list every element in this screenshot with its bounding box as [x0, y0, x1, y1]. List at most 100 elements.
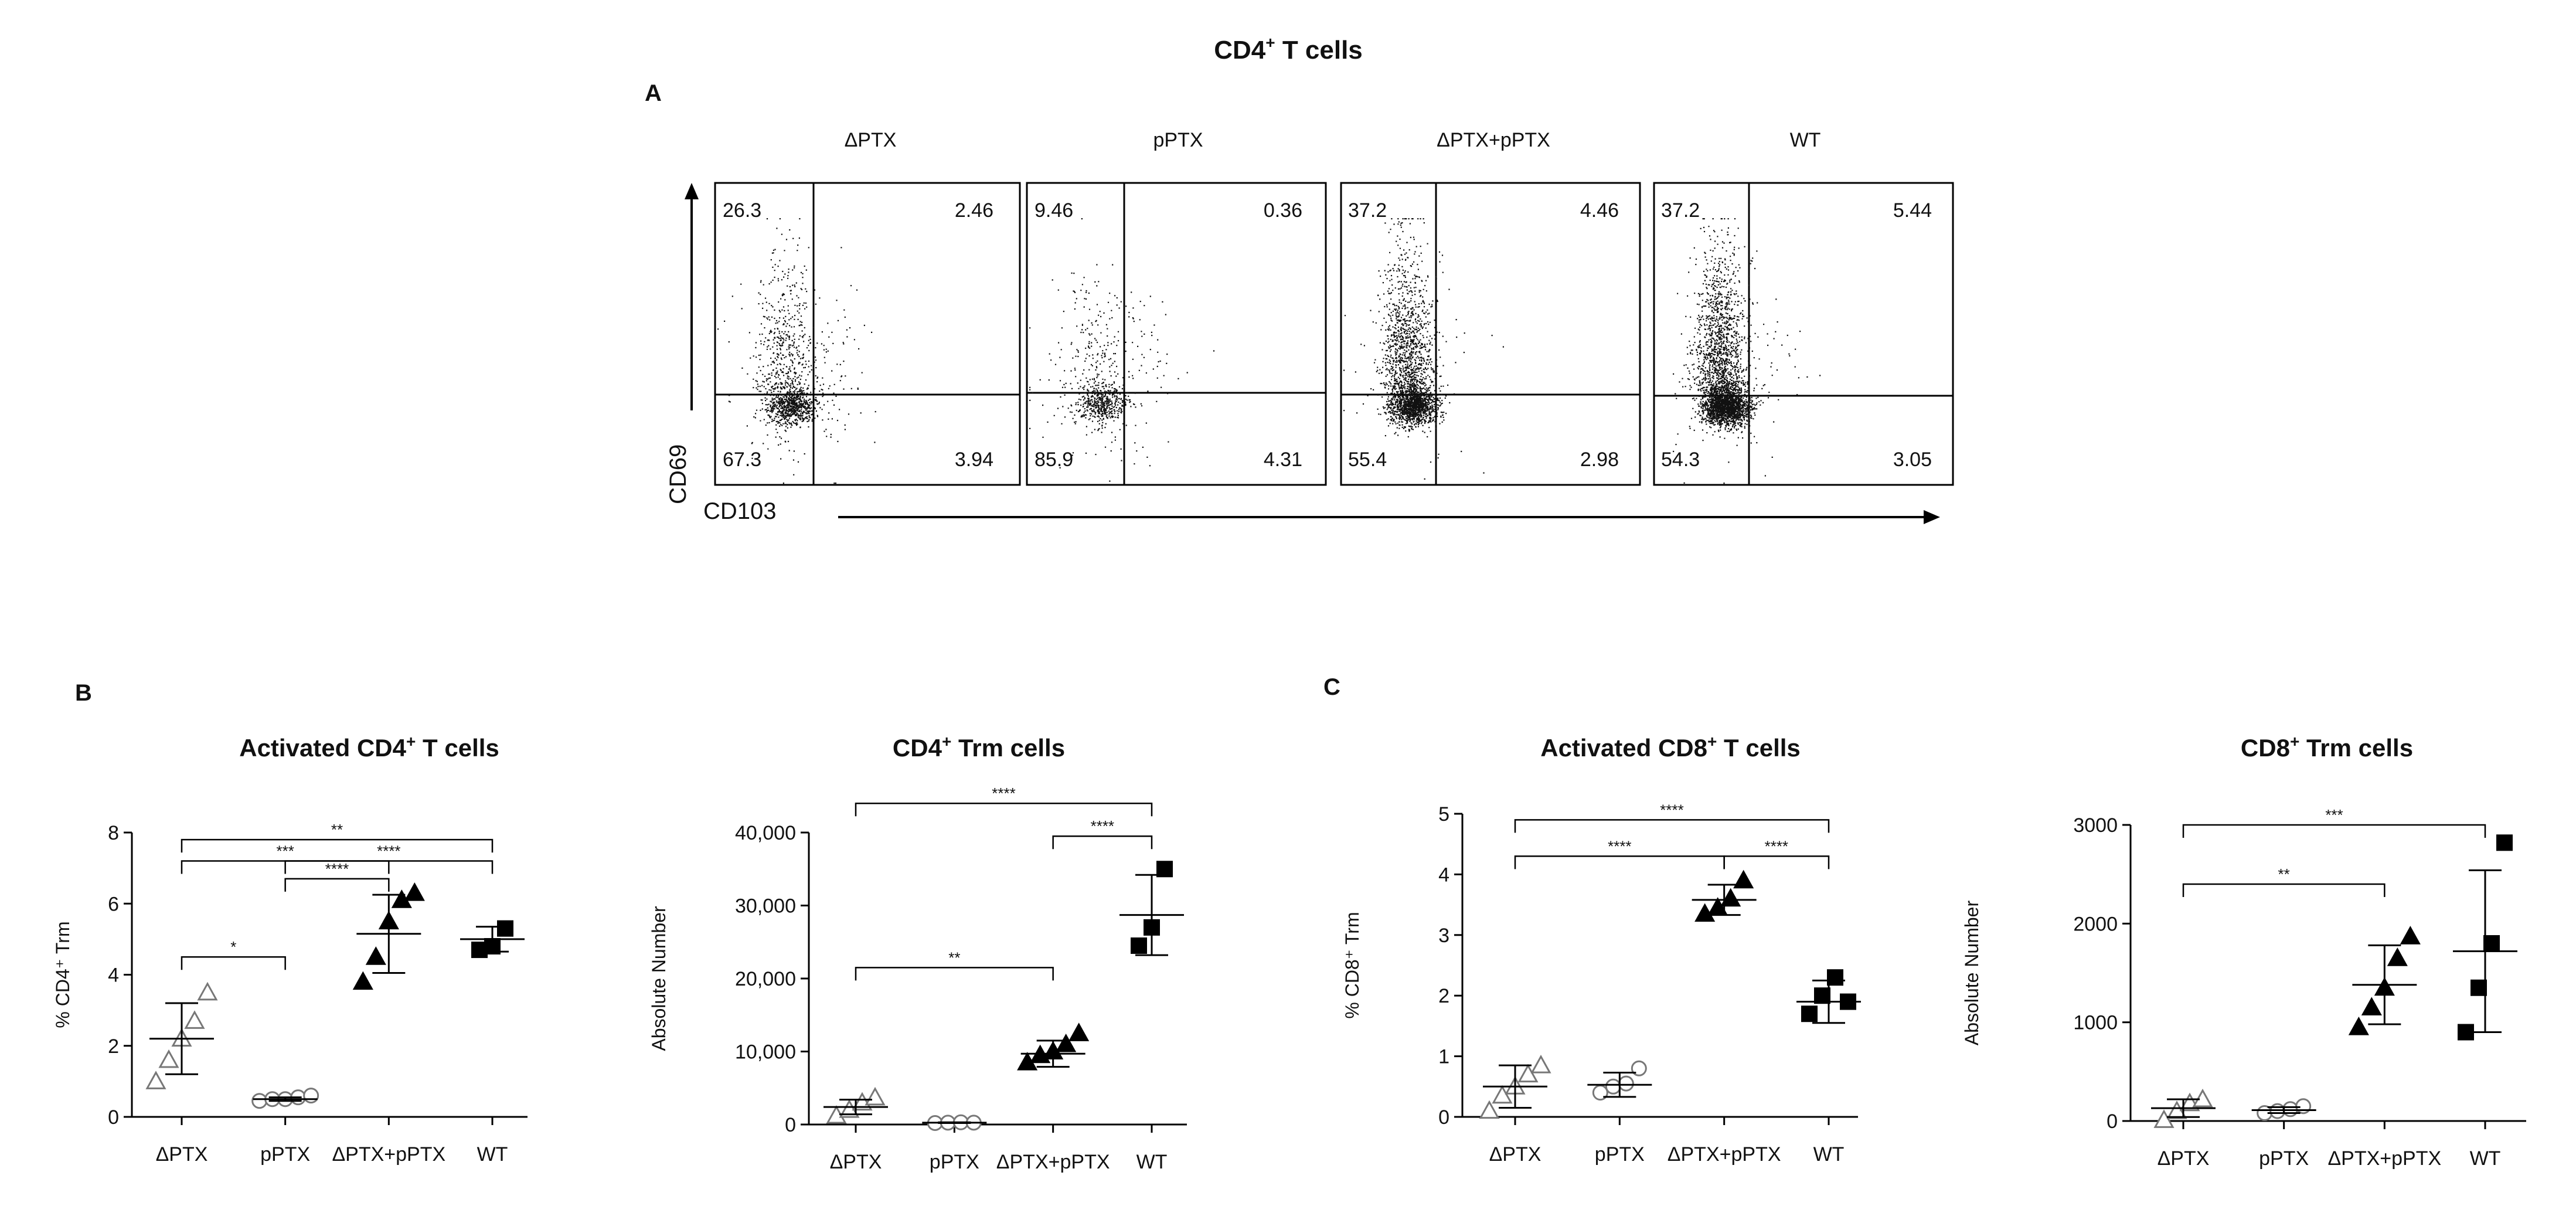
data-point-triangle: [1720, 888, 1741, 907]
quadrant-ul-value: 37.2: [1348, 199, 1387, 222]
data-group: [2251, 1098, 2316, 1122]
flow-plot-frame: [1653, 182, 1954, 486]
cd69-arrow-head: [685, 183, 699, 199]
data-point-square: [1131, 937, 1147, 954]
data-point-triangle: [2400, 926, 2421, 945]
data-point-triangle: [1068, 1022, 1090, 1041]
significance-label: ****: [1765, 837, 1788, 855]
flow-event-dots: [1029, 218, 1215, 482]
chart-title-sup: +: [942, 732, 951, 750]
data-point-triangle: [184, 1010, 205, 1029]
flow-panel-wt: WT 37.2 5.44 54.3 3.05: [1653, 129, 1954, 486]
quadrant-lr-value: 4.31: [1264, 449, 1302, 471]
data-group: [460, 920, 525, 959]
flow-events: [1029, 218, 1215, 482]
x-tick-label: WT: [1813, 1143, 1845, 1166]
flow-plot-frame: [714, 182, 1021, 486]
chart-title-rest: Trm cells: [951, 734, 1065, 762]
significance-label: ****: [1091, 817, 1114, 835]
data-point-square: [1827, 969, 1843, 986]
chart-title-rest: T cells: [416, 734, 499, 762]
figure-title: CD4+ T cells: [1214, 33, 1363, 64]
x-tick-label: ΔPTX: [830, 1151, 882, 1173]
x-tick-label: ΔPTX+pPTX: [2327, 1147, 2441, 1170]
quadrant-ur-value: 2.46: [955, 199, 993, 222]
x-tick-label: ΔPTX: [2158, 1147, 2210, 1170]
data-group: [2453, 834, 2517, 1041]
chart-title-sup: +: [1707, 732, 1717, 750]
data-point-triangle: [197, 981, 218, 1001]
significance-bracket: ****: [855, 784, 1153, 817]
x-tick-label: pPTX: [930, 1151, 979, 1173]
quadrant-ur-value: 4.46: [1580, 199, 1619, 222]
chart-title-sup: +: [2290, 732, 2299, 750]
data-group: [1587, 1060, 1652, 1101]
y-tick-label: 30,000: [735, 895, 796, 918]
panel-label-b: B: [75, 680, 92, 706]
significance-bracket: ****: [284, 860, 390, 892]
chart-title: Activated CD8+ T cells: [1540, 732, 1801, 762]
data-point-triangle: [1733, 869, 1754, 889]
significance-bracket: ****: [284, 842, 494, 874]
panel-label-a: A: [645, 80, 662, 106]
chart-title-rest: Trm cells: [2299, 734, 2413, 762]
flow-events: [1673, 218, 1821, 484]
x-tick-label: ΔPTX+pPTX: [996, 1151, 1110, 1173]
significance-label: ****: [1660, 801, 1683, 818]
data-group: [1017, 1022, 1090, 1071]
chart-title-main: Activated CD4: [239, 734, 406, 762]
data-point-triangle: [352, 971, 373, 990]
bracket-line: [855, 802, 1153, 817]
x-tick-label: pPTX: [260, 1143, 310, 1166]
data-point-circle: [303, 1088, 319, 1104]
y-tick-label: 1000: [2073, 1012, 2118, 1034]
y-tick-label: 2: [1438, 985, 1449, 1007]
data-point-circle: [1618, 1075, 1634, 1092]
chart-title-rest: T cells: [1717, 734, 1800, 762]
bracket-line: [284, 878, 390, 892]
flow-panel-title: WT: [1790, 129, 1821, 151]
x-tick-label: WT: [2470, 1147, 2501, 1170]
flow-events: [717, 218, 876, 484]
y-tick-label: 5: [1438, 803, 1449, 825]
y-axis-label: % CD4⁺ Trm: [52, 921, 73, 1028]
data-point-square: [2496, 834, 2513, 851]
chart-title: CD4+ Trm cells: [893, 732, 1065, 762]
bracket-line: [855, 967, 1054, 981]
y-tick-label: 3: [1438, 925, 1449, 947]
data-point-square: [2470, 979, 2487, 996]
bracket-line: [2182, 824, 2486, 838]
data-point-triangle: [1492, 1085, 1513, 1104]
quadrant-ul-value: 9.46: [1035, 199, 1073, 222]
panel-label-c: C: [1323, 674, 1340, 700]
flow-event-dots: [1673, 218, 1821, 484]
quadrant-ur-value: 0.36: [1264, 199, 1302, 222]
y-tick-label: 2000: [2073, 913, 2118, 935]
quadrant-ll-value: 85.9: [1035, 449, 1073, 471]
chart-activated-cd4: Activated CD4+ T cells 0 2 4 6 8 % CD4⁺ Trm ΔPT…: [52, 732, 528, 1166]
significance-label: ****: [992, 784, 1015, 802]
data-group: [823, 1086, 888, 1124]
y-tick-label: 10,000: [735, 1041, 796, 1064]
data-point-triangle: [2153, 1109, 2175, 1128]
data-group: [1796, 969, 1861, 1024]
flow-panel-dptx: ΔPTX 26.3 2.46 67.3 3.94: [714, 129, 1021, 486]
data-point-triangle: [365, 946, 386, 965]
y-axis-label: % CD8⁺ Trm: [1342, 912, 1363, 1018]
significance-bracket: ****: [1514, 837, 1725, 869]
quadrant-lr-value: 3.94: [955, 449, 993, 471]
chart-cd4-trm: CD4+ Trm cells 0 10,000 20,000 30,000 40,000 A…: [648, 732, 1187, 1173]
bracket-line: [181, 838, 494, 853]
quadrant-ll-value: 67.3: [723, 449, 761, 471]
flow-panel-pptx: pPTX 9.46 0.36 85.9 4.31: [1026, 129, 1327, 486]
flow-panel-title: ΔPTX: [845, 129, 897, 151]
flow-cytometry-panels: CD69 CD103 ΔPTX 26.3 2.46 67.3 3.94 pPTX…: [665, 129, 1954, 524]
data-point-square: [2483, 935, 2500, 952]
significance-bracket: ****: [1514, 801, 1830, 833]
y-tick-label: 4: [108, 964, 119, 987]
x-tick-label: ΔPTX+pPTX: [1668, 1143, 1781, 1166]
significance-label: **: [948, 949, 960, 966]
bracket-line: [1723, 855, 1830, 869]
quadrant-ll-value: 55.4: [1348, 449, 1387, 471]
